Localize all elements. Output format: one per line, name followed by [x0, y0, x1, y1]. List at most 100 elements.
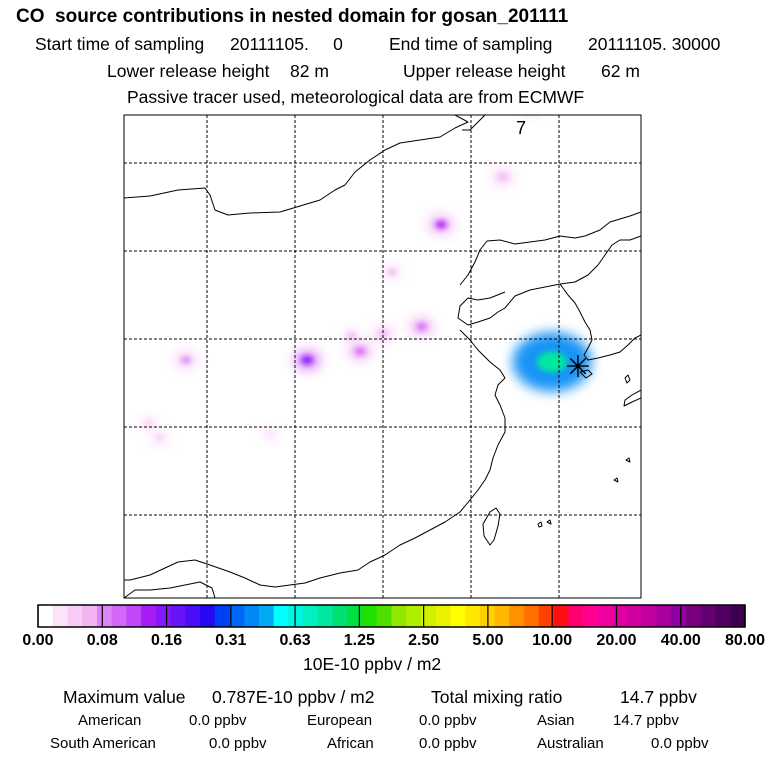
total-mixing-label: Total mixing ratio	[431, 687, 563, 707]
region-value: 0.0 ppbv	[189, 712, 247, 729]
border-north	[124, 115, 469, 216]
colorbar-tick-label: 5.00	[472, 632, 503, 649]
colorbar-swatch	[553, 605, 569, 627]
plume-core	[387, 268, 397, 276]
colorbar-swatch	[376, 605, 393, 627]
colorbar-swatch	[96, 605, 113, 627]
region-value: 14.7 ppbv	[613, 712, 679, 729]
coast-indochina	[124, 581, 216, 598]
colorbar-swatch	[126, 605, 142, 627]
colorbar-swatch	[627, 605, 643, 627]
colorbar-swatch	[715, 605, 731, 627]
plume-layer	[139, 94, 592, 445]
colorbar-tick-label: 0.08	[87, 632, 118, 649]
border-amur	[459, 211, 641, 286]
island-small	[613, 477, 619, 483]
coast-japan	[623, 389, 641, 407]
panel-number: 7	[516, 118, 526, 138]
region-name: European	[307, 712, 373, 729]
colorbar-swatch	[52, 605, 69, 627]
colorbar-swatch	[686, 605, 702, 627]
colorbar-swatch	[362, 605, 378, 627]
plume-core	[301, 355, 314, 365]
colorbar-tick-label: 40.00	[661, 632, 701, 649]
region-name: African	[327, 735, 374, 752]
start-time-label: Start time of sampling	[35, 34, 205, 54]
colorbar-swatch	[538, 605, 555, 627]
colorbar-swatch	[170, 605, 186, 627]
max-value-label: Maximum value	[63, 687, 186, 707]
island-jeju	[579, 369, 593, 379]
plume-core	[497, 173, 508, 181]
plume-core	[266, 431, 275, 437]
region-value: 0.0 ppbv	[651, 735, 709, 752]
upper-height-label: Upper release height	[403, 61, 566, 81]
plume-core	[536, 351, 568, 373]
coast-korea-west	[559, 283, 641, 361]
coastlines	[124, 115, 641, 598]
plume-core	[144, 420, 154, 427]
colorbar-ticks: 0.00 0.08 0.16 0.31 0.63 1.25 2.50 5.00 10.00 20.…	[22, 604, 765, 649]
region-value: 0.0 ppbv	[419, 735, 477, 752]
colorbar-swatch	[38, 605, 54, 627]
colorbar-swatch	[641, 605, 658, 627]
colorbar-swatch	[700, 605, 717, 627]
island-small	[537, 521, 543, 528]
colorbar-tick-label: 10.00	[532, 632, 572, 649]
colorbar	[38, 605, 746, 627]
coast-bohai	[457, 291, 506, 326]
colorbar-swatch	[273, 605, 289, 627]
colorbar-swatch	[435, 605, 452, 627]
island-small	[624, 374, 631, 384]
plume-core	[416, 322, 428, 331]
colorbar-swatch	[391, 605, 407, 627]
start-time-value: 20111105. 0	[230, 34, 343, 54]
region-name: South American	[50, 735, 156, 752]
receptor-marker: ✳	[565, 350, 590, 385]
plume-core	[378, 330, 388, 338]
colorbar-swatch	[303, 605, 319, 627]
colorbar-swatch	[730, 605, 746, 627]
colorbar-frame	[37, 604, 746, 628]
colorbar-swatch	[185, 605, 201, 627]
colorbar-swatch	[597, 605, 614, 627]
plume-core	[180, 356, 191, 364]
colorbar-swatch	[155, 605, 172, 627]
region-value: 0.0 ppbv	[419, 712, 477, 729]
map-frame	[123, 114, 642, 599]
lower-height-value: 82 m	[290, 61, 329, 81]
plume-core	[346, 332, 356, 339]
island-small	[625, 457, 631, 463]
plume-core	[435, 220, 447, 229]
coast-east-china	[124, 329, 506, 588]
colorbar-swatch	[568, 605, 584, 627]
region-value: 0.0 ppbv	[209, 735, 267, 752]
coast-taiwan	[482, 507, 501, 546]
colorbar-swatch	[524, 605, 540, 627]
colorbar-swatch	[67, 605, 83, 627]
lower-height-label: Lower release height	[107, 61, 270, 81]
max-value: 0.787E-10 ppbv / m2	[212, 687, 375, 707]
colorbar-swatch	[332, 605, 348, 627]
colorbar-swatch	[111, 605, 127, 627]
lat-lon-grid	[124, 115, 641, 598]
colorbar-tick-label: 0.63	[280, 632, 311, 649]
border-northeast	[462, 115, 486, 131]
island-small	[546, 519, 552, 525]
colorbar-swatch	[509, 605, 525, 627]
colorbar-tick-label: 0.31	[215, 632, 246, 649]
end-time-label: End time of sampling	[389, 34, 553, 54]
colorbar-swatch	[465, 605, 481, 627]
colorbar-swatch	[582, 605, 599, 627]
colorbar-swatch	[450, 605, 466, 627]
chart-title: CO source contributions in nested domain…	[16, 6, 569, 27]
plume-halo	[518, 94, 544, 113]
colorbar-swatch	[200, 605, 216, 627]
colorbar-tick-label: 80.00	[725, 632, 765, 649]
info-line: Passive tracer used, meteorological data…	[127, 87, 585, 107]
colorbar-swatch	[406, 605, 422, 627]
colorbar-swatch	[141, 605, 157, 627]
total-mixing-value: 14.7 ppbv	[620, 687, 697, 707]
end-time-value: 20111105. 30000	[588, 34, 721, 54]
